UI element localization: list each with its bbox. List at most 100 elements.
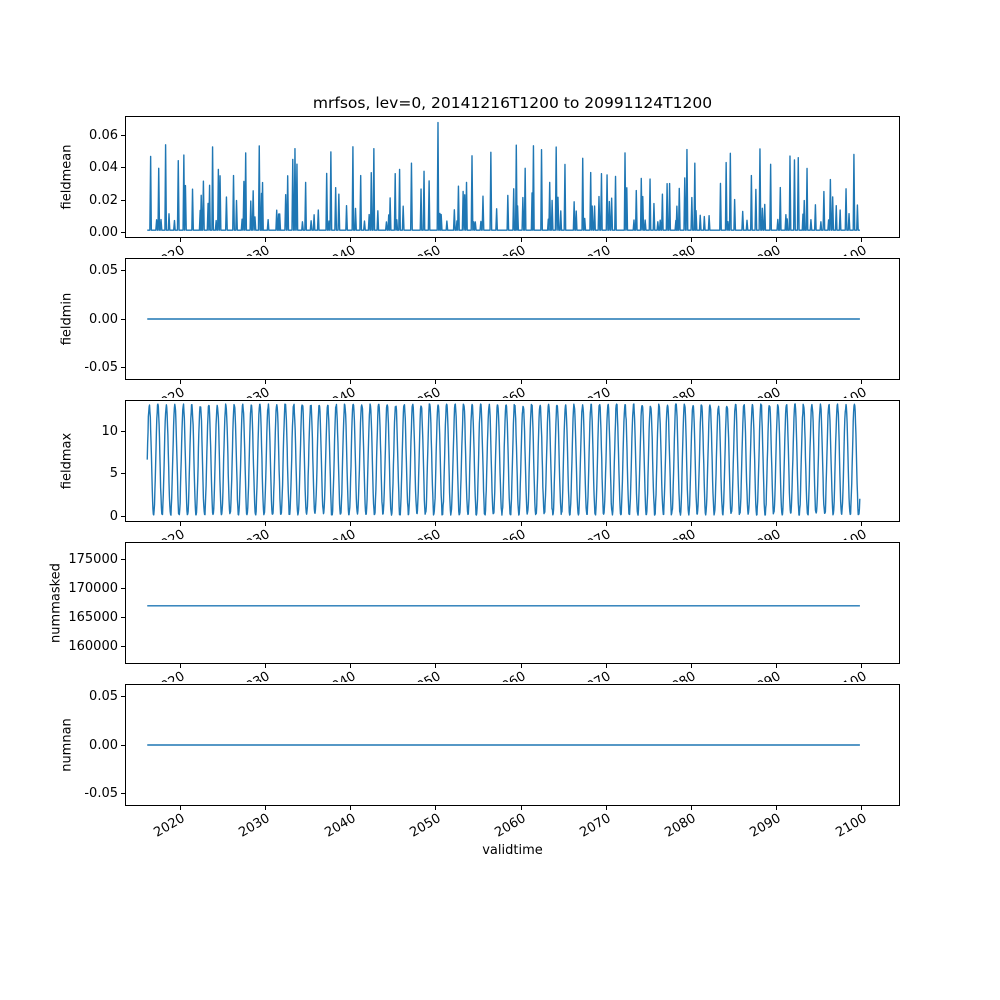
- ytick-label: 0.00: [89, 737, 118, 753]
- xtick-mark: [605, 238, 607, 242]
- xtick-mark: [776, 522, 777, 526]
- ytick-label: 0.02: [89, 192, 118, 208]
- xtick-mark: [520, 238, 522, 242]
- xtick-mark: [690, 380, 692, 384]
- xtick-mark: [776, 806, 777, 810]
- xtick-label: 2050: [407, 811, 444, 841]
- xtick-label: 2020: [152, 243, 188, 256]
- xtick-mark: [690, 238, 692, 242]
- xtick-label: 2020: [151, 811, 188, 841]
- xtick-mark: [605, 380, 607, 384]
- ytick-label: 170000: [68, 580, 118, 596]
- xtick-label: 2090: [747, 811, 785, 841]
- xtick-mark: [350, 806, 352, 810]
- xtick-mark: [776, 238, 777, 242]
- ytick-mark: [121, 318, 125, 320]
- xtick-label: 2080: [662, 811, 699, 841]
- xtick-label: 2060: [492, 243, 528, 256]
- xtick-mark: [179, 380, 181, 384]
- ytick-label: 0.00: [89, 224, 118, 240]
- xtick-strip-4: 2020 2030 2040 2050 2060 2070 2080 2090 2100: [125, 809, 900, 843]
- subplot-fieldmean: [125, 116, 900, 238]
- xtick-label: 2070: [578, 385, 614, 398]
- xtick-label: 2090: [748, 385, 784, 398]
- subplot-fieldmax: [125, 400, 900, 522]
- ytick-mark: [121, 473, 125, 475]
- xtick-mark: [605, 522, 607, 526]
- xtick-strip-2: 2020 2030 2040 2050 2060 2070 2080 2090 2100: [125, 525, 900, 540]
- xtick-mark: [265, 380, 267, 384]
- xtick-label: 2070: [578, 243, 614, 256]
- xtick-mark: [861, 380, 863, 384]
- ytick-label: 160000: [68, 639, 118, 655]
- xtick-label: 2100: [833, 669, 869, 682]
- ytick-label: 0.00: [89, 311, 118, 327]
- xtick-mark: [861, 238, 863, 242]
- ytick-label: 0.05: [89, 262, 118, 278]
- xtick-label: 2100: [833, 243, 869, 256]
- xtick-label: 2080: [663, 669, 699, 682]
- ytick-label: 165000: [68, 610, 118, 626]
- xtick-mark: [435, 380, 437, 384]
- xtick-mark: [776, 380, 777, 384]
- xtick-label: 2050: [407, 527, 443, 540]
- ytick-mark: [121, 695, 125, 697]
- xtick-label: 2030: [236, 811, 274, 841]
- ytick-label: -0.05: [84, 786, 118, 802]
- ytick-label: 0: [109, 508, 118, 524]
- xtick-label: 2090: [748, 243, 784, 256]
- xtick-mark: [350, 238, 352, 242]
- xtick-label: 2100: [833, 527, 869, 540]
- xtick-label: 2040: [322, 385, 358, 398]
- xtick-mark: [435, 664, 437, 668]
- xtick-mark: [179, 664, 181, 668]
- ytick-mark: [121, 430, 125, 432]
- ytick-label: 0.04: [89, 160, 118, 176]
- ytick-mark: [121, 617, 125, 619]
- xtick-label: 2040: [322, 527, 358, 540]
- xtick-label: 2100: [833, 811, 870, 841]
- xtick-label: 2040: [322, 243, 358, 256]
- xtick-label: 2090: [748, 527, 784, 540]
- y-axis-label-nummasked: nummasked: [48, 563, 64, 643]
- xtick-mark: [265, 664, 267, 668]
- xtick-strip-0: 2020 2030 2040 2050 2060 2070 2080 2090 2100: [125, 241, 900, 256]
- xtick-mark: [435, 522, 437, 526]
- xtick-label: 2060: [492, 385, 528, 398]
- ytick-mark: [121, 587, 125, 589]
- xtick-mark: [690, 806, 692, 810]
- line-fieldmean: [147, 121, 860, 231]
- ytick-label: 10: [101, 423, 118, 439]
- xtick-label: 2080: [663, 385, 699, 398]
- xtick-mark: [690, 664, 692, 668]
- xtick-label: 2100: [833, 385, 869, 398]
- subplot-numnan: [125, 684, 900, 806]
- xtick-label: 2020: [152, 669, 188, 682]
- xtick-mark: [435, 238, 437, 242]
- xtick-label: 2080: [663, 243, 699, 256]
- ytick-label: 0.06: [89, 127, 118, 143]
- ytick-mark: [121, 167, 125, 169]
- xtick-mark: [861, 806, 863, 810]
- xtick-label: 2020: [152, 527, 188, 540]
- xtick-mark: [520, 806, 522, 810]
- ytick-mark: [121, 231, 125, 233]
- xtick-label: 2070: [578, 669, 614, 682]
- ytick-label: 175000: [68, 551, 118, 567]
- xtick-strip-1: 2020 2030 2040 2050 2060 2070 2080 2090 2100: [125, 383, 900, 398]
- xtick-mark: [179, 806, 181, 810]
- xtick-mark: [861, 664, 863, 668]
- xtick-label: 2030: [237, 669, 273, 682]
- ytick-mark: [121, 134, 125, 136]
- ytick-mark: [121, 367, 125, 369]
- xtick-label: 2060: [492, 669, 528, 682]
- xtick-mark: [179, 522, 181, 526]
- ytick-mark: [121, 793, 125, 795]
- xtick-mark: [350, 380, 352, 384]
- xtick-mark: [520, 522, 522, 526]
- chart-title: mrfsos, lev=0, 20141216T1200 to 20991124…: [312, 94, 713, 112]
- xtick-strip-3: 2020 2030 2040 2050 2060 2070 2080 2090 2100: [125, 667, 900, 682]
- ytick-label: 5: [109, 466, 118, 482]
- xtick-mark: [265, 522, 267, 526]
